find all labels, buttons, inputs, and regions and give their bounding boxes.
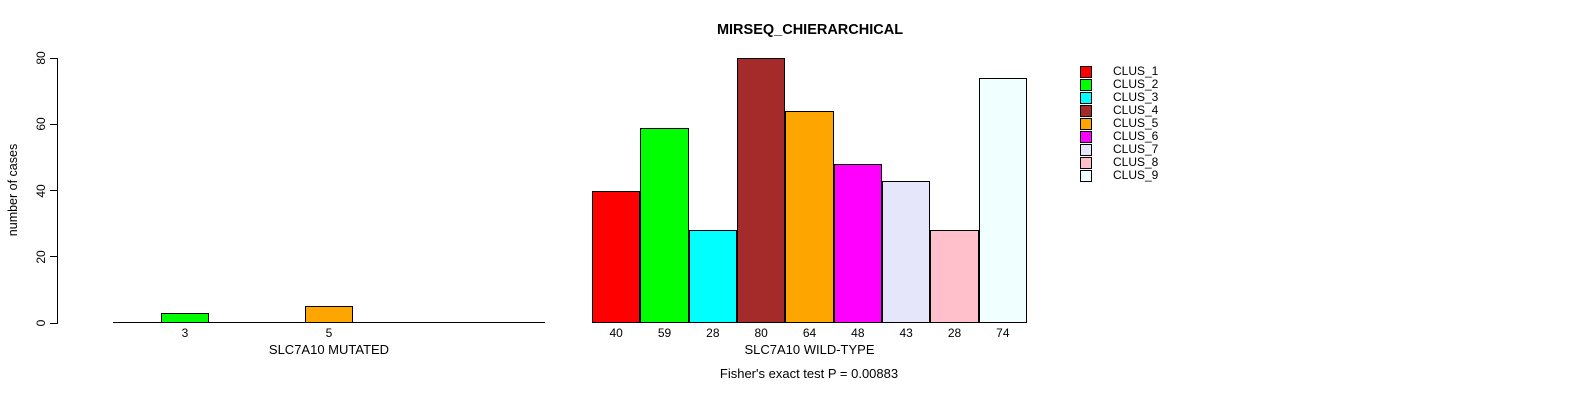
bar-clus_2 bbox=[640, 127, 689, 323]
legend-label: CLUS_5 bbox=[1113, 116, 1159, 130]
legend-label: CLUS_7 bbox=[1113, 142, 1159, 156]
legend-color-swatch bbox=[1080, 156, 1092, 169]
bar-value-label: 28 bbox=[706, 326, 720, 340]
legend-color-swatch bbox=[1080, 143, 1092, 156]
legend-item: CLUS_7 bbox=[1080, 143, 1170, 156]
bar-value-label: 48 bbox=[851, 326, 865, 340]
legend-label: CLUS_3 bbox=[1113, 90, 1159, 104]
legend-label: CLUS_1 bbox=[1113, 64, 1159, 78]
legend-label: CLUS_2 bbox=[1113, 77, 1159, 91]
y-tick bbox=[50, 57, 57, 59]
bar-clus_7 bbox=[882, 180, 931, 323]
legend-color-swatch bbox=[1080, 91, 1092, 104]
y-tick bbox=[50, 256, 57, 258]
y-tick bbox=[50, 322, 57, 324]
bar-clus_1 bbox=[592, 190, 641, 323]
group-label: SLC7A10 WILD-TYPE bbox=[744, 342, 875, 357]
legend-color-swatch bbox=[1080, 78, 1092, 91]
legend-color-swatch bbox=[1080, 130, 1092, 143]
bar-value-label: 74 bbox=[996, 326, 1010, 340]
bar-value-label: 28 bbox=[947, 326, 962, 340]
y-tick-label: 0 bbox=[34, 319, 48, 327]
bar-value-label: 64 bbox=[802, 326, 817, 340]
y-axis-line bbox=[57, 58, 58, 324]
legend-color-swatch bbox=[1080, 117, 1092, 130]
y-tick-label: 80 bbox=[34, 51, 48, 65]
bar-value-label: 59 bbox=[657, 326, 672, 340]
legend-item: CLUS_3 bbox=[1080, 91, 1170, 104]
bar-clus_5 bbox=[785, 111, 834, 323]
bar-clus_9 bbox=[978, 77, 1027, 323]
legend-label: CLUS_4 bbox=[1113, 103, 1159, 117]
legend-item: CLUS_5 bbox=[1080, 117, 1170, 130]
y-tick-label: 60 bbox=[34, 117, 48, 131]
group-label: SLC7A10 MUTATED bbox=[268, 342, 390, 357]
legend-label: CLUS_8 bbox=[1113, 155, 1159, 169]
legend-label: CLUS_9 bbox=[1113, 168, 1159, 182]
bar-clus_8 bbox=[930, 230, 979, 323]
legend-label: CLUS_6 bbox=[1113, 129, 1159, 143]
legend-color-swatch bbox=[1080, 104, 1092, 117]
bar-value-label: 5 bbox=[325, 326, 333, 340]
legend-item: CLUS_6 bbox=[1080, 130, 1170, 143]
bar-value-label: 80 bbox=[754, 326, 768, 340]
y-tick-label: 40 bbox=[34, 183, 48, 198]
legend-item: CLUS_8 bbox=[1080, 156, 1170, 169]
legend-item: CLUS_2 bbox=[1080, 78, 1170, 91]
chart-title: MIRSEQ_CHIERARCHICAL bbox=[716, 22, 904, 38]
bar-clus_5 bbox=[305, 306, 353, 323]
bar-clus_2 bbox=[161, 313, 209, 323]
bar-clus_3 bbox=[688, 230, 737, 323]
bar-value-label: 43 bbox=[899, 326, 913, 340]
bar-clus_6 bbox=[833, 164, 882, 323]
legend-item: CLUS_4 bbox=[1080, 104, 1170, 117]
legend-color-swatch bbox=[1080, 169, 1092, 182]
y-tick bbox=[50, 190, 57, 191]
legend-item: CLUS_9 bbox=[1080, 169, 1170, 182]
legend-color-swatch bbox=[1080, 65, 1092, 78]
bar-clus_4 bbox=[737, 58, 786, 323]
y-tick bbox=[50, 123, 57, 125]
y-tick-label: 20 bbox=[34, 250, 48, 264]
legend-item: CLUS_1 bbox=[1080, 65, 1170, 78]
y-axis-label: number of cases bbox=[6, 143, 20, 237]
footnote: Fisher's exact test P = 0.00883 bbox=[719, 366, 899, 381]
bar-value-label: 3 bbox=[181, 326, 189, 340]
bar-value-label: 40 bbox=[609, 326, 623, 340]
